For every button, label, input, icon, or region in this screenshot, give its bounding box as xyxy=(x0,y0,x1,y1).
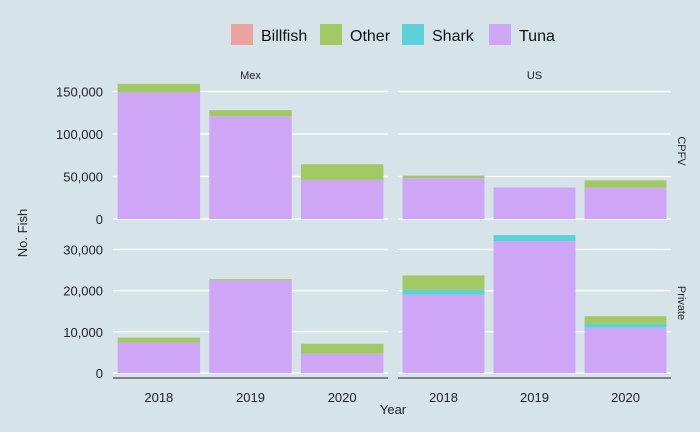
x-axis-title: Year xyxy=(380,402,407,417)
bar-tuna-2019 xyxy=(209,116,292,219)
legend-label-tuna: Tuna xyxy=(519,28,555,45)
bar-other-2018 xyxy=(402,175,485,179)
x-tick-label: 2018 xyxy=(429,390,458,405)
bar-tuna-2019 xyxy=(493,241,576,373)
y-tick-label: 50,000 xyxy=(63,170,103,185)
bar-other-2020 xyxy=(584,316,667,324)
legend-swatch-shark xyxy=(402,24,424,45)
bar-tuna-2020 xyxy=(300,179,384,219)
y-tick-label: 150,000 xyxy=(56,85,103,100)
bar-other-2019 xyxy=(209,279,292,281)
bar-tuna-2018 xyxy=(402,178,485,219)
y-tick-label: 100,000 xyxy=(56,127,103,142)
legend-swatch-other xyxy=(320,24,342,45)
legend-label-billfish: Billfish xyxy=(261,28,307,45)
panels: Mex US CPFV Private 0 50,000 100,000 150,000 201… xyxy=(56,70,687,405)
bar-shark-2019 xyxy=(493,235,576,242)
panel-cpfv-mex xyxy=(113,83,388,220)
panel-private-mex: 2018 2019 2020 xyxy=(113,248,388,405)
x-tick-label: 2020 xyxy=(611,390,640,405)
panel-private-us: 2018 2019 2020 xyxy=(398,235,671,405)
facet-label-cpfv: CPFV xyxy=(675,136,687,166)
x-tick-label: 2020 xyxy=(328,390,357,405)
bar-other-2020 xyxy=(300,343,384,354)
bar-tuna-2018 xyxy=(117,92,201,219)
y-tick-label: 10,000 xyxy=(63,325,103,340)
bar-other-2018 xyxy=(117,83,201,93)
y-tick-label: 20,000 xyxy=(63,284,103,299)
legend-swatch-billfish xyxy=(231,24,253,45)
y-tick-label: 30,000 xyxy=(63,242,103,257)
x-tick-label: 2018 xyxy=(144,390,173,405)
bar-other-2019 xyxy=(209,110,292,117)
bar-tuna-2018 xyxy=(402,294,485,373)
y-axis-title: No. Fish xyxy=(15,209,30,257)
bar-shark-2020 xyxy=(584,323,667,328)
x-tick-label: 2019 xyxy=(520,390,549,405)
x-tick-label: 2019 xyxy=(236,390,265,405)
bar-tuna-2018 xyxy=(117,342,201,373)
bar-other-2020 xyxy=(584,180,667,188)
y-tick-label: 0 xyxy=(96,366,103,381)
bar-other-2020 xyxy=(300,164,384,180)
legend: Billfish Other Shark Tuna xyxy=(231,24,555,45)
bar-tuna-2020 xyxy=(584,327,667,373)
panel-cpfv-us xyxy=(398,90,671,220)
bar-other-2018 xyxy=(402,275,485,290)
legend-label-other: Other xyxy=(350,28,391,45)
facet-label-us: US xyxy=(527,70,542,82)
bar-tuna-2019 xyxy=(493,187,576,219)
bar-tuna-2020 xyxy=(300,353,384,373)
legend-label-shark: Shark xyxy=(432,28,475,45)
bar-shark-2018 xyxy=(402,289,485,295)
facet-label-private: Private xyxy=(675,286,687,320)
legend-swatch-tuna xyxy=(489,24,511,45)
y-tick-label: 0 xyxy=(96,212,103,227)
bar-tuna-2020 xyxy=(584,187,667,219)
bar-other-2018 xyxy=(117,337,201,343)
bar-tuna-2019 xyxy=(209,280,292,373)
facet-label-mex: Mex xyxy=(240,70,261,82)
